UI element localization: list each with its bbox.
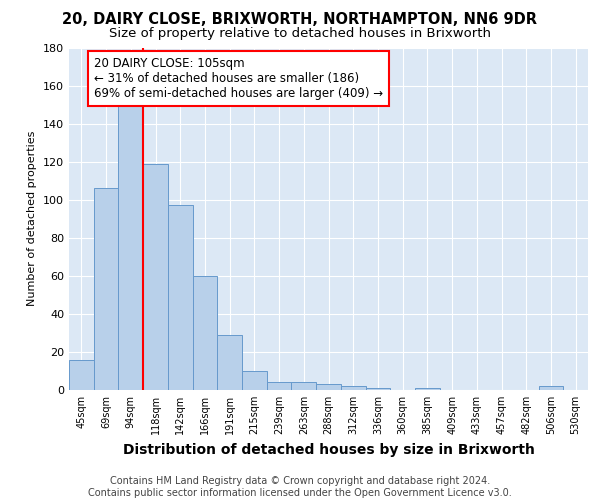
Bar bbox=[69, 360, 94, 390]
X-axis label: Distribution of detached houses by size in Brixworth: Distribution of detached houses by size … bbox=[122, 442, 535, 456]
Bar bbox=[365, 388, 390, 390]
Text: Size of property relative to detached houses in Brixworth: Size of property relative to detached ho… bbox=[109, 28, 491, 40]
Text: 20 DAIRY CLOSE: 105sqm
← 31% of detached houses are smaller (186)
69% of semi-de: 20 DAIRY CLOSE: 105sqm ← 31% of detached… bbox=[94, 57, 383, 100]
Bar bbox=[217, 335, 242, 390]
Bar bbox=[292, 382, 316, 390]
Bar bbox=[94, 188, 118, 390]
Y-axis label: Number of detached properties: Number of detached properties bbox=[28, 131, 37, 306]
Bar bbox=[168, 206, 193, 390]
Bar bbox=[539, 386, 563, 390]
Bar bbox=[316, 384, 341, 390]
Bar bbox=[267, 382, 292, 390]
Text: 20, DAIRY CLOSE, BRIXWORTH, NORTHAMPTON, NN6 9DR: 20, DAIRY CLOSE, BRIXWORTH, NORTHAMPTON,… bbox=[62, 12, 538, 28]
Bar bbox=[118, 106, 143, 390]
Text: Contains HM Land Registry data © Crown copyright and database right 2024.
Contai: Contains HM Land Registry data © Crown c… bbox=[88, 476, 512, 498]
Bar bbox=[193, 276, 217, 390]
Bar bbox=[242, 371, 267, 390]
Bar bbox=[341, 386, 365, 390]
Bar bbox=[143, 164, 168, 390]
Bar bbox=[415, 388, 440, 390]
